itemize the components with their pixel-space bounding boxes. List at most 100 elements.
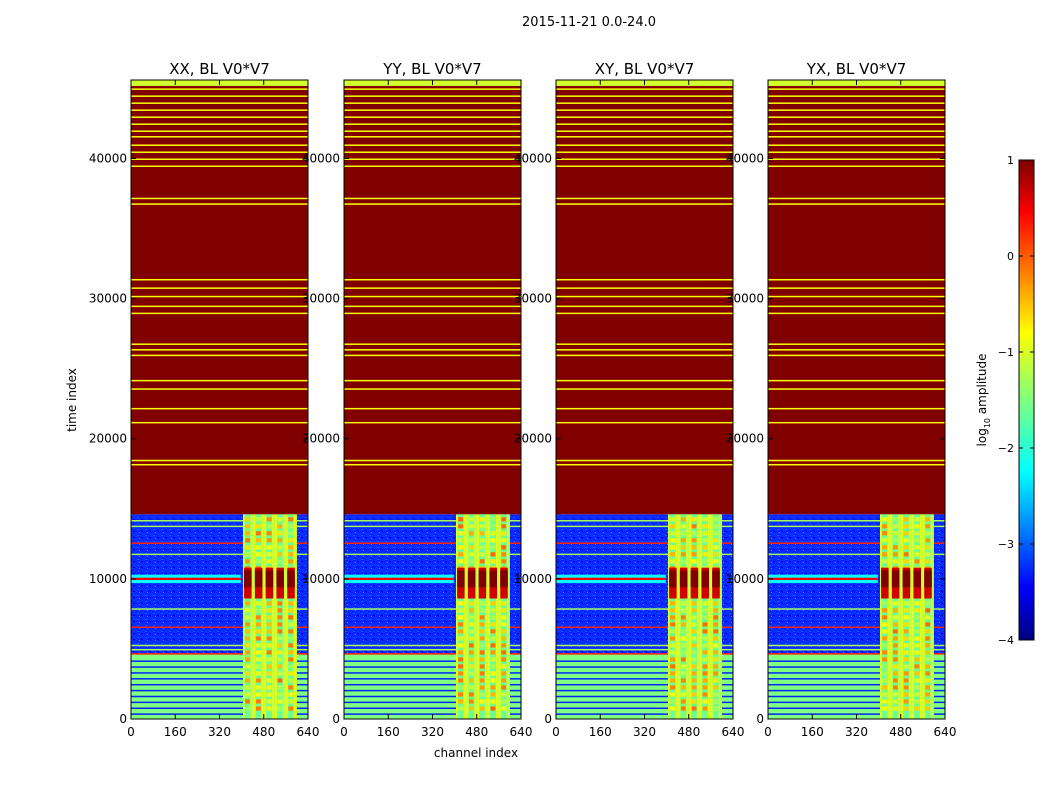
x-tick-label: 160 — [377, 725, 400, 739]
rfi-cell — [245, 524, 251, 529]
band-line — [556, 707, 733, 710]
y-tick-label: 20000 — [302, 432, 340, 446]
rfi-cell — [479, 538, 485, 543]
rfi-cell — [245, 643, 251, 648]
rfi-cell — [255, 636, 261, 641]
rfi-cell — [468, 615, 474, 620]
rfi-cell — [288, 615, 294, 620]
rfi-cell — [245, 531, 251, 536]
flag-stripe — [131, 421, 308, 424]
rfi-line — [768, 626, 945, 629]
rfi-cell — [255, 699, 261, 704]
rfi-cell — [691, 699, 697, 704]
y-tick-label: 10000 — [514, 572, 552, 586]
rfi-cell — [925, 629, 931, 634]
rfi-cell — [903, 706, 909, 711]
rfi-cell — [903, 538, 909, 543]
rfi-cell — [277, 685, 283, 690]
rfi-cell — [458, 692, 464, 697]
rfi-cell — [713, 552, 719, 557]
flag-stripe — [344, 203, 521, 205]
rfi-cell — [277, 706, 283, 711]
flag-stripe — [556, 379, 733, 382]
rfi-cell — [713, 524, 719, 529]
flag-stripe — [768, 88, 945, 90]
rfi-cell — [691, 657, 697, 662]
rfi-cell — [468, 657, 474, 662]
flag-stripe — [556, 295, 733, 298]
flag-stripe — [556, 463, 733, 466]
rfi-cell — [680, 615, 686, 620]
rfi-cell — [277, 524, 283, 529]
rfi-cell — [255, 664, 261, 669]
rfi-cell — [458, 671, 464, 676]
rfi-cell — [468, 692, 474, 697]
rfi-cell — [702, 608, 708, 613]
rfi-cell — [255, 706, 261, 711]
rfi-cell — [680, 699, 686, 704]
rfi-cell — [245, 650, 251, 655]
rfi-line — [344, 653, 521, 655]
colorbar-label: log10 amplitude — [975, 354, 992, 447]
panel-yy: YY, BL V0*V7 0 160 320 480 640 0 10000 20000 3000… — [302, 60, 533, 739]
rfi-cell — [468, 622, 474, 627]
flag-stripe — [768, 123, 945, 125]
band-line — [131, 701, 308, 704]
y-tick-label: 40000 — [302, 151, 340, 165]
band-line — [556, 672, 733, 674]
rfi-cell — [490, 601, 496, 606]
rfi-cell — [479, 692, 485, 697]
flag-stripe — [344, 463, 521, 466]
flag-stripe — [768, 388, 945, 390]
band-line — [131, 695, 308, 698]
rfi-cell — [892, 601, 898, 606]
rfi-cell — [925, 699, 931, 704]
rfi-cell — [903, 685, 909, 690]
rfi-cell — [702, 636, 708, 641]
flag-stripe — [768, 312, 945, 315]
figure-suptitle: 2015-11-21 0.0-24.0 — [522, 15, 656, 30]
rfi-cell — [702, 545, 708, 550]
rfi-line — [344, 644, 521, 647]
rfi-cell — [266, 692, 272, 697]
rfi-cell — [925, 538, 931, 543]
rfi-cell — [713, 608, 719, 613]
rfi-cell — [490, 545, 496, 550]
rfi-cell — [903, 608, 909, 613]
rfi-cell — [691, 692, 697, 697]
rfi-cell — [468, 517, 474, 522]
flag-stripe — [768, 95, 945, 97]
rfi-cell — [702, 657, 708, 662]
rfi-cell — [680, 552, 686, 557]
rfi-cell — [914, 622, 920, 627]
x-tick-label: 160 — [801, 725, 824, 739]
rfi-cell — [914, 706, 920, 711]
rfi-line — [344, 525, 521, 528]
rfi-cell — [501, 650, 507, 655]
rfi-cell — [479, 657, 485, 662]
rfi-cell — [925, 524, 931, 529]
bright-streak — [768, 577, 878, 580]
rfi-cell — [702, 524, 708, 529]
rfi-cell — [501, 615, 507, 620]
panel-title: XX, BL V0*V7 — [169, 60, 270, 78]
flag-stripe — [344, 287, 521, 289]
rfi-cell — [490, 559, 496, 564]
rfi-cell — [914, 531, 920, 536]
rfi-cell — [288, 664, 294, 669]
rfi-cell — [501, 601, 507, 606]
rfi-cell — [903, 615, 909, 620]
rfi-cell — [680, 643, 686, 648]
rfi-cell — [702, 678, 708, 683]
band-line — [131, 666, 308, 668]
rfi-line — [768, 525, 945, 528]
rfi-cell — [458, 706, 464, 711]
band-line — [556, 678, 733, 680]
rfi-cell — [882, 692, 888, 697]
rfi-cell — [501, 517, 507, 522]
rfi-line — [556, 648, 733, 651]
rfi-cell — [892, 650, 898, 655]
rfi-saturated — [467, 570, 476, 588]
flag-stripe — [344, 354, 521, 357]
rfi-cell — [245, 545, 251, 550]
